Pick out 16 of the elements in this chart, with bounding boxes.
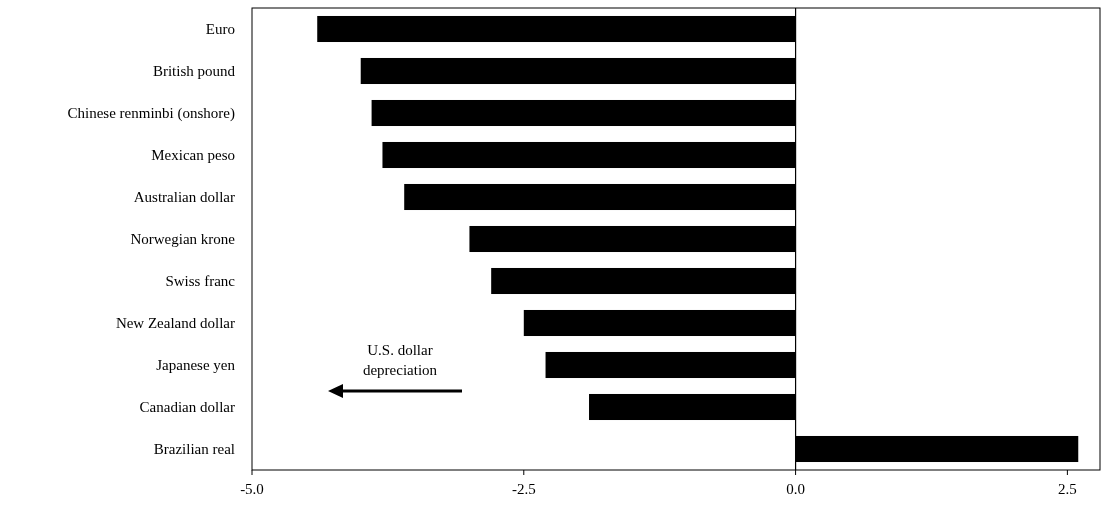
x-tick-label: 2.5 <box>1058 481 1077 497</box>
y-tick-label: Euro <box>205 21 235 38</box>
y-tick-label: New Zealand dollar <box>115 315 235 332</box>
y-tick-label: Swiss franc <box>165 273 236 290</box>
annotation: U.S. dollar depreciation <box>362 342 438 378</box>
y-tick-label: Chinese renminbi (onshore) <box>67 105 235 123</box>
y-tick-label: Mexican peso <box>151 147 235 164</box>
y-tick-label: Canadian dollar <box>139 399 235 416</box>
x-tick-label: -2.5 <box>511 481 536 497</box>
y-tick-label: Australian dollar <box>133 189 235 206</box>
x-tick-label: -5.0 <box>240 481 264 497</box>
y-tick-label: Norwegian krone <box>130 231 236 248</box>
y-tick-label: Japanese yen <box>156 357 236 374</box>
y-tick-label: British pound <box>152 63 236 80</box>
y-tick-label: Brazilian real <box>153 441 235 458</box>
x-tick-label: 0.0 <box>786 481 805 497</box>
